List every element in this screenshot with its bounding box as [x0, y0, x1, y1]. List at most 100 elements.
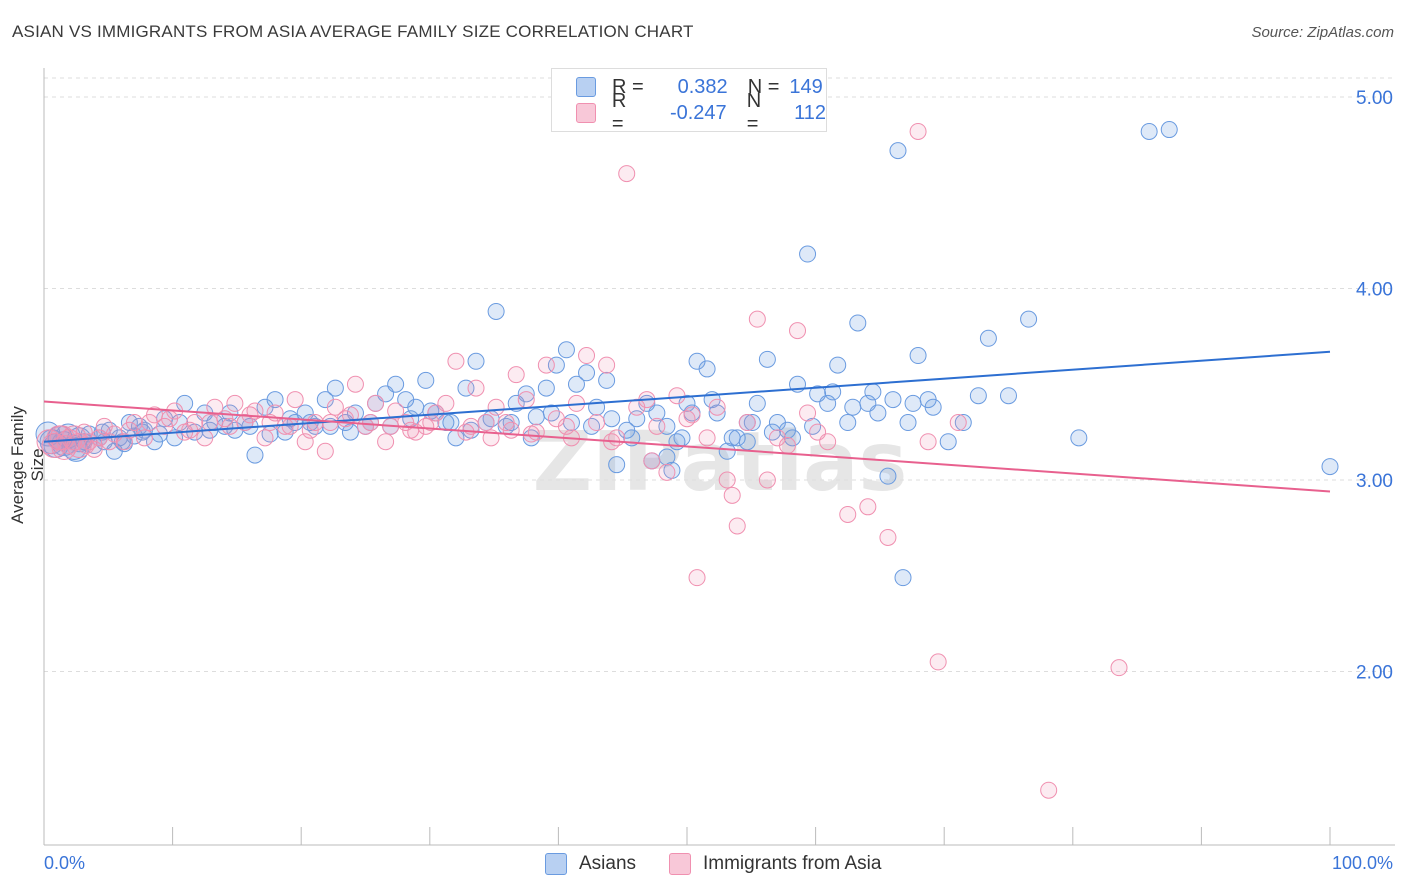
immigrants-point	[256, 429, 274, 447]
immigrants-point	[326, 398, 344, 416]
immigrants-point	[949, 414, 967, 432]
immigrants-point	[502, 421, 520, 439]
immigrants-point	[522, 425, 540, 443]
immigrants-point	[758, 471, 776, 489]
asians-point	[954, 414, 972, 432]
immigrants-point	[738, 414, 756, 432]
asians-trend-line	[43, 350, 1331, 443]
x-tick-label: 100.0%	[1332, 853, 1393, 873]
x-tick-label: 0.0%	[44, 853, 85, 873]
immigrants-point	[140, 414, 158, 432]
immigrants-point	[909, 122, 927, 140]
immigrants-point	[447, 352, 465, 370]
asians-point	[728, 429, 746, 447]
legend-row-immigrants: R = -0.247 N = 112	[576, 90, 827, 135]
asians-point	[467, 352, 485, 370]
legend-row-asians: R = 0.382 N = 149	[576, 75, 823, 99]
r-value: -0.247	[669, 101, 727, 124]
asians-point	[341, 423, 359, 441]
asians-point	[864, 383, 882, 401]
asians-point	[879, 467, 897, 485]
asians-point	[673, 429, 691, 447]
immigrants-point	[487, 398, 505, 416]
n-value: 112	[794, 101, 827, 124]
immigrants-point	[698, 429, 716, 447]
asians-point	[326, 379, 344, 397]
immigrants-point	[789, 322, 807, 340]
asians-point	[603, 410, 621, 428]
asians-point	[457, 379, 475, 397]
asians-point	[487, 302, 505, 320]
immigrants-point	[588, 414, 606, 432]
n-label: N =	[746, 90, 762, 135]
y-tick-label: 5.00	[1356, 88, 1393, 109]
asians-point	[758, 350, 776, 368]
asians-point	[246, 446, 264, 464]
immigrants-point	[683, 406, 701, 424]
immigrants-point	[196, 429, 214, 447]
asians-point	[547, 356, 565, 374]
asians-point	[608, 456, 626, 474]
asians-point	[904, 394, 922, 412]
asians-point	[658, 417, 676, 435]
asians-point	[1140, 122, 1158, 140]
immigrants-point	[161, 410, 179, 428]
immigrants-point	[75, 423, 93, 441]
y-tick-label: 4.00	[1356, 280, 1393, 301]
immigrants-point	[643, 452, 661, 470]
asians-legend-swatch	[545, 853, 567, 875]
immigrants-point	[799, 404, 817, 422]
immigrants-trend-line	[43, 400, 1331, 493]
n-value: 149	[789, 75, 823, 98]
asians-point	[723, 429, 741, 447]
immigrants-point	[467, 379, 485, 397]
immigrants-point	[77, 437, 95, 455]
n-label: N =	[747, 75, 780, 98]
immigrants-point	[517, 391, 535, 409]
asians-point	[442, 414, 460, 432]
asians-point	[266, 391, 284, 409]
immigrants-point	[929, 653, 947, 671]
asians-point	[1160, 121, 1178, 139]
immigrants-point	[748, 310, 766, 328]
asians-point	[909, 347, 927, 365]
asians-point	[939, 433, 957, 451]
asians-point	[1000, 387, 1017, 405]
immigrants-point	[688, 569, 706, 587]
y-tick-label: 3.00	[1356, 471, 1393, 492]
immigrants-point	[718, 471, 736, 489]
immigrants-point	[316, 442, 334, 460]
immigrants-point	[819, 433, 837, 451]
asians-point	[824, 383, 842, 401]
immigrants-point	[648, 417, 666, 435]
asians-point	[839, 414, 857, 432]
asians-point	[748, 394, 766, 412]
immigrants-point	[537, 356, 555, 374]
immigrants-point	[377, 433, 395, 451]
r-label: R =	[612, 75, 644, 98]
immigrants-point	[226, 394, 244, 412]
asians-point	[849, 314, 867, 332]
immigrants-point	[135, 429, 153, 447]
immigrants-point	[778, 437, 796, 455]
chart-source: Source: ZipAtlas.com	[1251, 24, 1394, 41]
asians-point	[889, 142, 907, 160]
asians-point	[708, 404, 726, 422]
bottom-legend-immigrants: Immigrants from Asia	[669, 852, 881, 876]
asians-point	[894, 569, 912, 587]
immigrants-point	[367, 394, 385, 412]
immigrants-point	[668, 387, 686, 405]
immigrants-point	[879, 528, 897, 546]
immigrants-point	[49, 425, 75, 451]
immigrants-point	[728, 517, 746, 535]
y-tick-label: 2.00	[1356, 663, 1393, 684]
asians-point	[698, 360, 716, 378]
immigrants-point	[286, 391, 304, 409]
immigrants-point	[618, 165, 636, 183]
asians-point	[924, 398, 942, 416]
immigrants-swatch	[576, 103, 596, 123]
asians-point	[844, 398, 862, 416]
r-label: R =	[611, 90, 627, 135]
asians-point	[557, 341, 575, 359]
asians-point	[598, 371, 616, 389]
